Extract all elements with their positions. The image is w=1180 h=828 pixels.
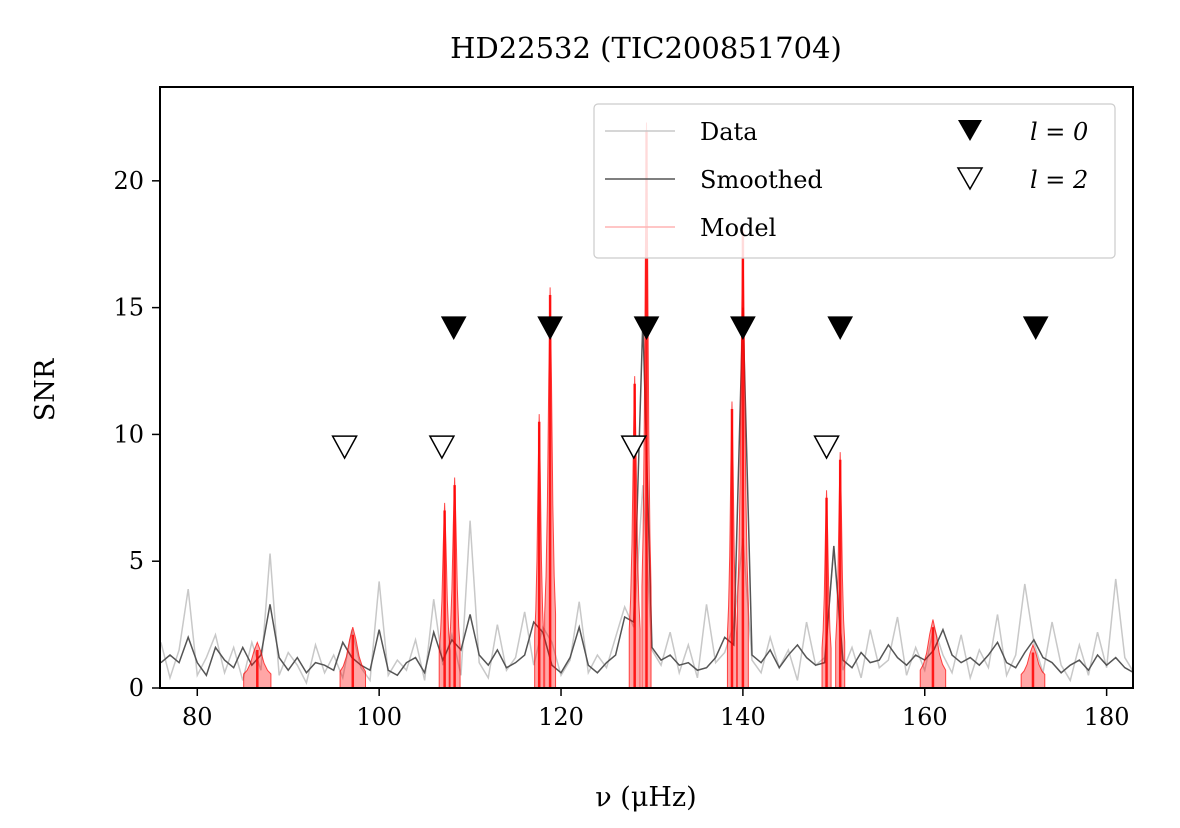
model-segment — [919, 619, 947, 688]
model-segment — [1020, 643, 1046, 688]
legend-l2-marker — [956, 167, 984, 191]
model-segment — [339, 627, 367, 688]
plot-frame — [159, 86, 1134, 689]
model-segment — [438, 502, 451, 688]
x-axis-label: ν (μHz) — [595, 782, 696, 813]
l0-mode-marker — [440, 316, 467, 340]
l0-mode-marker — [633, 316, 660, 340]
model-segment — [726, 401, 738, 688]
l0-mode-marker — [537, 316, 563, 340]
model-segment — [448, 477, 461, 688]
y-tick-label: 15 — [113, 294, 144, 322]
x-axis-ticks: 80 100 120 140 160 180 — [182, 688, 1130, 731]
l2-mode-marker — [428, 435, 456, 460]
x-tick-label: 160 — [902, 703, 948, 731]
mode-marker-layer — [331, 316, 1049, 460]
legend-box — [593, 103, 1116, 259]
chart-title: HD22532 (TIC200851704) — [450, 31, 842, 65]
legend-l0-label: l = 0 — [1030, 118, 1088, 146]
legend-model-label: Model — [700, 214, 776, 242]
y-tick-label: 5 — [129, 547, 144, 575]
x-tick-label: 140 — [720, 703, 766, 731]
model-segment — [835, 452, 846, 688]
model-segment — [821, 490, 832, 688]
legend-data-label: Data — [700, 118, 758, 146]
x-tick-label: 100 — [356, 703, 402, 731]
x-tick-label: 180 — [1084, 703, 1130, 731]
model-segment — [628, 376, 641, 688]
x-tick-label: 120 — [538, 703, 584, 731]
l0-mode-marker — [730, 316, 756, 340]
l0-mode-marker — [1022, 316, 1049, 340]
model-segment — [736, 223, 749, 688]
l0-mode-marker — [827, 316, 854, 340]
l2-mode-marker — [813, 435, 840, 460]
y-axis-label: SNR — [30, 358, 61, 421]
x-tick-label: 80 — [182, 703, 213, 731]
legend-l2-label: l = 2 — [1030, 166, 1088, 194]
legend: Data Smoothed Model l = 0 l = 2 — [593, 103, 1116, 259]
model-segment — [544, 287, 557, 688]
legend-l0-marker — [958, 120, 982, 141]
y-axis-ticks: 0 5 10 15 20 — [113, 167, 160, 702]
model-segment — [534, 414, 545, 688]
legend-smoothed-label: Smoothed — [700, 166, 823, 194]
l2-mode-marker — [620, 435, 648, 460]
l2-mode-marker — [331, 435, 358, 460]
y-tick-label: 10 — [113, 420, 144, 448]
y-tick-label: 20 — [113, 167, 144, 195]
model-segment — [243, 640, 272, 688]
y-tick-label: 0 — [129, 674, 144, 702]
